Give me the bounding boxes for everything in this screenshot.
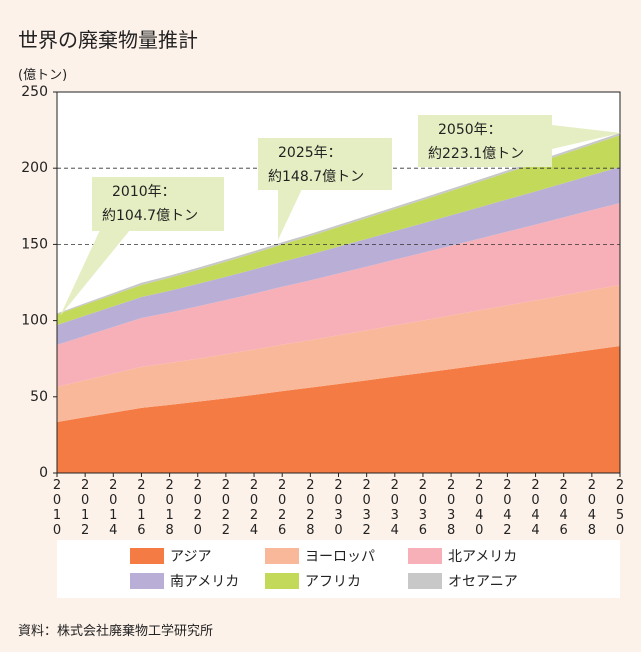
x-tick-label: 2012 [81,478,90,538]
annotation: 約104.7億トン [102,208,198,224]
chart-title: 世界の廃棄物量推計 [18,28,198,52]
x-tick-label: 2022 [221,478,231,538]
chart: 0 50 100 150 200 250 2010年： 約104.7億トン 2025年： 約148… [21,84,621,481]
callout-box [418,115,552,167]
callout-box [258,138,392,190]
callout-pointer [552,125,621,149]
y-tick-label: 150 [21,236,48,252]
x-tick-label: 2044 [531,478,540,538]
x-tick-label: 2050 [615,478,625,538]
legend-item: 南アメリカ [130,571,239,591]
x-tick-label: 2020 [193,478,202,538]
area [57,132,620,315]
legend: アジア ヨーロッパ 北アメリカ南アメリカ アフリカ オセアニア [57,540,620,598]
source-note: 資料：株式会社廃棄物工学研究所 [18,624,214,639]
area [57,166,620,345]
callout-pointer [278,189,302,240]
y-tick-label: 100 [21,313,48,329]
annotation: 2010年： [112,184,176,200]
y-tick-label: 50 [30,389,48,405]
y-tick-label: 200 [21,160,48,176]
x-tick-label: 2046 [559,478,568,538]
x-tick-label: 2048 [587,478,596,538]
x-tick-label: 2016 [137,478,146,538]
x-tick-label: 2030 [334,478,343,538]
y-axis-label: (億トン) [18,68,68,83]
x-tick-label: 2034 [390,478,399,538]
x-tick-label: 2028 [306,478,315,538]
annotation: 2050年： [438,122,502,138]
area [57,135,620,326]
legend-swatch [265,548,299,564]
legend-item: 北アメリカ [408,546,517,566]
legend-swatch [408,573,442,589]
legend-label: 北アメリカ [448,549,518,565]
x-tick-label: 2042 [503,478,512,538]
annotation: 約148.7億トン [268,169,364,185]
legend-item: ヨーロッパ [265,546,375,566]
x-tick-label: 2010 [52,478,62,538]
legend-swatch [130,573,164,589]
x-tick-label: 2032 [362,478,371,538]
y-tick-label: 0 [39,465,48,481]
legend-swatch [408,548,442,564]
x-tick-label: 2036 [418,478,428,538]
legend-label: オセアニア [448,574,518,590]
legend-label: アフリカ [305,574,361,590]
legend-label: ヨーロッパ [305,549,375,565]
area [57,284,620,422]
legend-label: アジア [170,549,212,565]
legend-item: アフリカ [265,571,361,591]
annotation: 2025年： [278,145,342,161]
x-tick-label: 2026 [278,478,287,538]
x-tick-label: 2038 [446,478,456,538]
x-tick-label: 2018 [165,478,174,538]
legend-label: 南アメリカ [170,574,240,590]
x-tick-label: 2014 [109,478,118,538]
area [57,346,620,473]
y-tick-label: 250 [21,84,48,100]
x-tick-label: 2040 [475,478,484,538]
legend-swatch [130,548,164,564]
callout-pointer [60,230,130,316]
legend-swatch [265,573,299,589]
area [57,202,620,387]
annotation: 約223.1億トン [428,146,524,162]
legend-item: オセアニア [408,571,518,591]
x-tick-label: 2024 [249,478,259,538]
legend-item: アジア [130,546,211,566]
callout-box [92,177,224,231]
